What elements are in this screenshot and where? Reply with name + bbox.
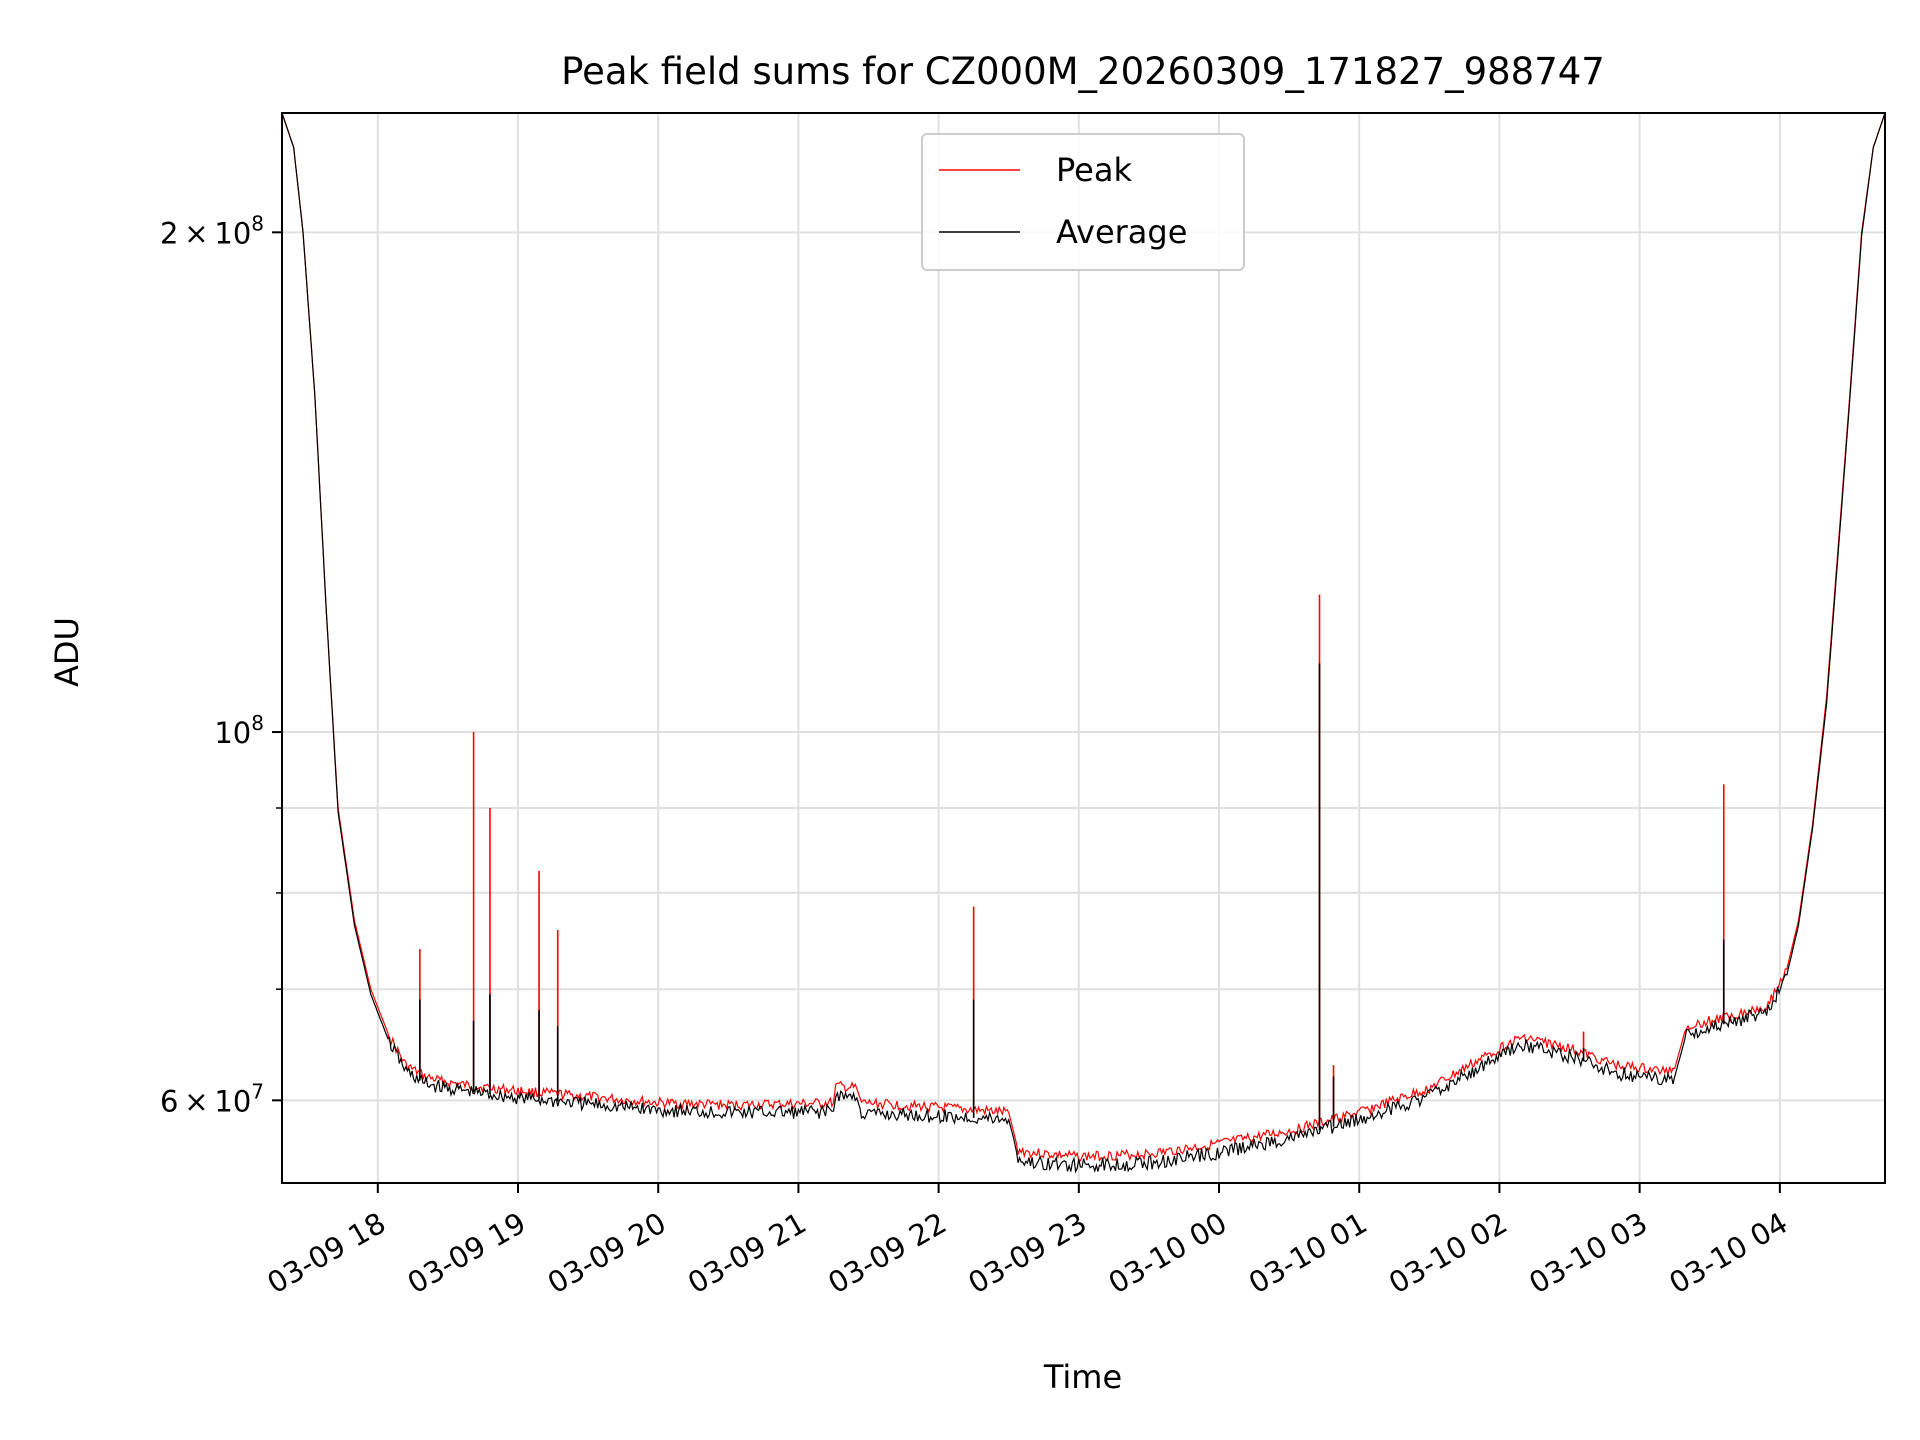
legend-label-average: Average [1056, 213, 1187, 251]
x-axis-label: Time [1043, 1358, 1122, 1396]
y-tick-label: 6 × 107 [160, 1079, 264, 1118]
plot-frame [281, 112, 1886, 1184]
y-tick-label: 108 [214, 711, 264, 750]
series-layer [281, 112, 1886, 1174]
y-axis-label: ADU [48, 617, 86, 687]
legend: Peak Average [921, 133, 1245, 271]
series-line-peak [281, 112, 1886, 1163]
y-tick-label: 2 × 108 [160, 211, 264, 250]
series-average [281, 112, 1886, 1174]
series-line-average [281, 112, 1886, 1174]
legend-label-peak: Peak [1056, 151, 1132, 189]
legend-box [921, 133, 1245, 271]
chart-title: Peak field sums for CZ000M_20260309_1718… [561, 50, 1605, 93]
grid [282, 113, 1885, 1183]
